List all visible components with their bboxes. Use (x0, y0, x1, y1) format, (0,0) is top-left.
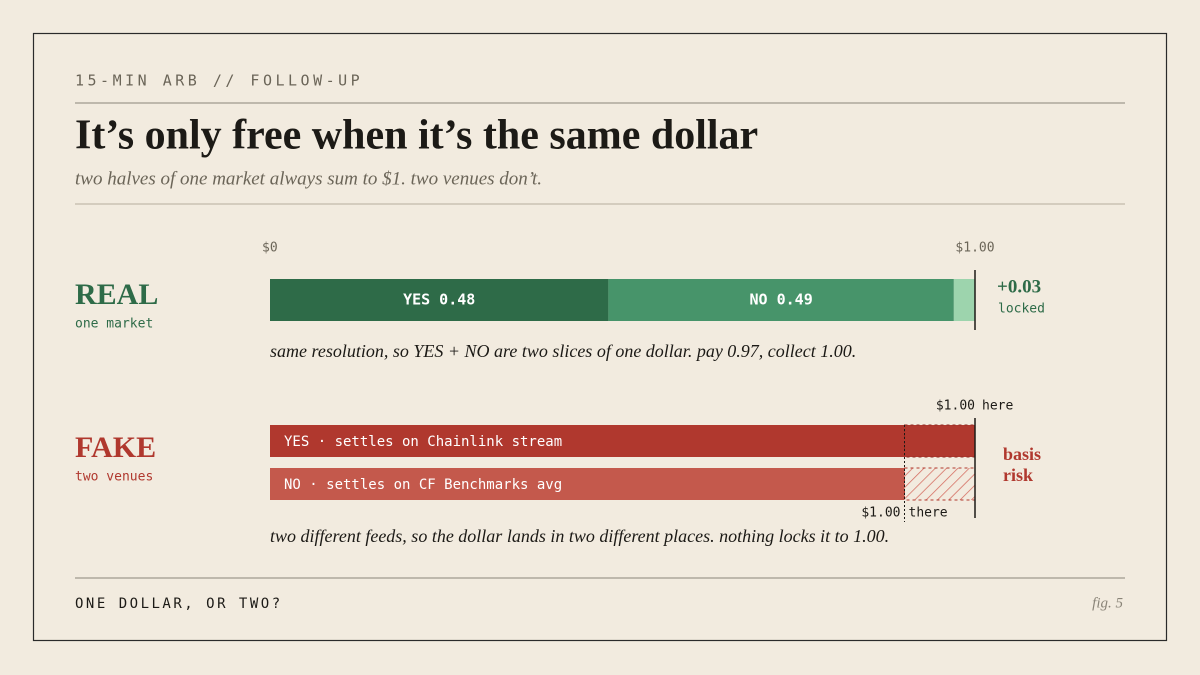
bar (270, 468, 905, 500)
fake-sublabel: two venues (75, 470, 153, 485)
marker-note: there (909, 506, 948, 521)
gap-label: +0.03 (997, 276, 1041, 297)
real-sublabel: one market (75, 317, 153, 332)
fig-number: fig. 5 (1092, 595, 1123, 611)
marker-note: here (982, 399, 1013, 414)
bar-label: YES · settles on Chainlink stream (284, 434, 562, 450)
marker-value: $1.00 (861, 506, 900, 521)
real-label: REAL (75, 278, 158, 311)
segment (270, 279, 609, 321)
fake-caption: two different feeds, so the dollar lands… (270, 526, 889, 546)
bar-label: NO · settles on CF Benchmarks avg (284, 477, 562, 493)
frame (32, 32, 1168, 642)
subtitle: two halves of one market always sum to $… (75, 168, 542, 189)
bar (270, 425, 975, 457)
marker-value: $1.00 (936, 399, 975, 414)
gap-note: locked (998, 302, 1045, 317)
segment-label: NO 0.49 (750, 291, 813, 309)
scale-label: $0 (262, 241, 278, 256)
real-caption: same resolution, so YES + NO are two sli… (270, 341, 856, 361)
shortfall-hatch (904, 467, 976, 501)
risk-label: basis (1003, 444, 1041, 464)
scale-label: $1.00 (955, 241, 994, 256)
footer-left: ONE DOLLAR, OR TWO? (75, 596, 283, 612)
segment (608, 279, 954, 321)
segment-label: YES 0.48 (403, 291, 475, 309)
gap-segment (953, 279, 975, 321)
title: It’s only free when it’s the same dollar (75, 113, 758, 159)
fake-label: FAKE (75, 431, 156, 464)
risk-label: risk (1003, 465, 1033, 485)
kicker: 15-MIN ARB // FOLLOW-UP (75, 72, 363, 90)
